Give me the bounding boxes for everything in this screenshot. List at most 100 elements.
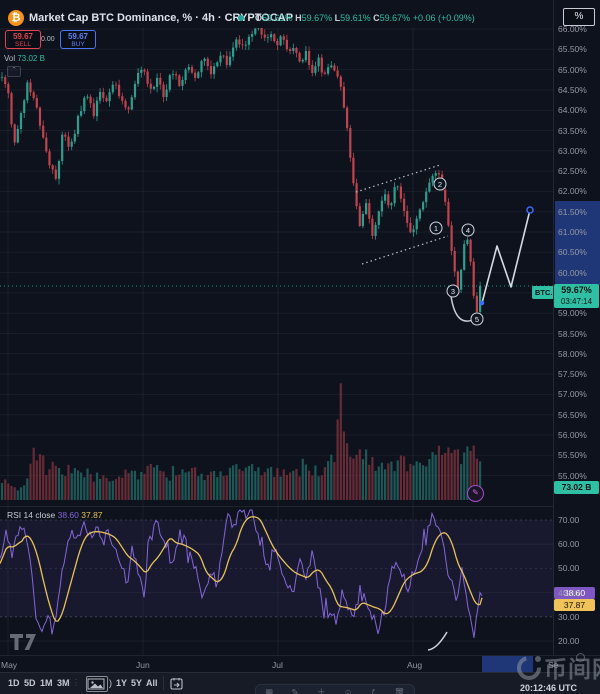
volume-legend[interactable]: Vol 73.02 B [4,54,45,63]
collapse-chevron-icon[interactable]: ⌃ [7,66,21,77]
price-axis-label: 65.00% [558,65,587,75]
spread-value: 0.00 [41,36,55,43]
sell-price: 59.67 [12,32,34,41]
time-axis-label: Jun [136,660,150,670]
axis-selection-highlight [555,201,600,285]
watermark-text: 币间网 [544,656,600,682]
rsi-axis-label: 30.00 [558,612,580,622]
price-axis-label: 63.50% [558,126,587,136]
price-axis[interactable] [553,0,600,655]
price-axis-label: 66.00% [558,24,587,34]
grid-icon[interactable]: ▦ [265,686,274,694]
buy-price: 59.67 [67,32,89,41]
close-value: 59.67% [379,13,411,23]
rsi-axis-label: 40.00 [558,588,580,598]
price-axis-label: 63.00% [558,146,587,156]
function-icon[interactable]: ƒ [370,687,376,694]
price-axis-label: 60.50% [558,247,587,257]
utc-clock[interactable]: 20:12:46 UTC [520,683,578,693]
watermark-logo-icon [517,656,541,680]
time-axis-label: Aug [407,660,423,670]
toolbar-divider [163,676,164,690]
btc-logo: ₿ [8,10,24,26]
price-axis-label: 58.00% [558,349,587,359]
trash-icon[interactable]: 🗑 [393,686,405,694]
price-axis-label: 65.50% [558,44,587,54]
market-status-dot[interactable] [238,15,244,21]
open-value: 59.61% [262,13,293,23]
svg-text:1: 1 [434,224,438,233]
price-axis-label: 57.50% [558,369,587,379]
bottom-toolbar: 1D 5D 1M 3M ⋮⋮ ) 1Y 5Y All [0,672,600,694]
rsi-axis-label: 20.00 [558,636,580,646]
axis-unit-button[interactable]: % [563,8,595,26]
rsi-axis-label: 70.00 [558,515,580,525]
range-5y-button[interactable]: 5Y [131,678,143,688]
range-3m-button[interactable]: 3M [57,678,70,688]
price-axis-label: 58.50% [558,329,587,339]
price-axis-label: 62.50% [558,166,587,176]
brush-tool-icon[interactable]: ✎ [467,485,484,502]
price-axis-label: 59.00% [558,308,587,318]
time-axis[interactable]: May Jun Jul Aug Se [0,655,600,673]
price-axis-label: 62.00% [558,186,587,196]
rsi-axis-label: 50.00 [558,563,580,573]
rsi-pane[interactable] [0,506,553,655]
price-axis-label: 60.00% [558,268,587,278]
emoji-icon[interactable]: ☺ [343,687,353,694]
change-value: +0.06 (+0.09%) [412,13,475,23]
buy-button[interactable]: 59.67 BUY [60,30,96,49]
svg-text:4: 4 [466,226,470,235]
pencil-icon[interactable]: ✎ [291,686,299,694]
rsi-title: RSI [7,510,22,520]
vol-label: Vol [4,54,16,63]
bar-countdown: 03:47:14 [560,297,593,306]
svg-text:2: 2 [438,180,442,189]
price-axis-label: 57.00% [558,389,587,399]
rsi-value: 38.60 [57,510,79,520]
drag-handle-icon[interactable]: ⋮⋮ [66,678,80,687]
sell-label: SELL [15,41,31,48]
plus-icon[interactable]: ＋ [317,687,326,694]
time-axis-label: Se [548,660,559,670]
rsi-ma-value: 37.87 [81,510,103,520]
svg-text:3: 3 [451,287,455,296]
symbol-title[interactable]: Market Cap BTC Dominance, % · 4h · CRYPT… [29,12,294,24]
sell-button[interactable]: 59.67 SELL [5,30,41,49]
low-value: 59.61% [340,13,371,23]
price-axis-label: 61.00% [558,227,587,237]
range-partial-text: ) [109,678,112,688]
rsi-ma-value-badge: 37.87 [554,599,595,611]
volume-badge: 73.02 B [554,481,599,494]
time-axis-label: May [1,660,18,670]
chart-header: ₿ Market Cap BTC Dominance, % · 4h · CRY… [0,0,600,28]
low-label: L [334,13,341,23]
range-all-button[interactable]: All [146,678,158,688]
range-1y-button[interactable]: 1Y [116,678,128,688]
price-axis-label: 55.50% [558,450,587,460]
price-axis-label: 61.50% [558,207,587,217]
price-axis-label: 64.00% [558,105,587,115]
price-axis-label: 56.50% [558,410,587,420]
range-1d-button[interactable]: 1D [8,678,20,688]
current-price: 59.67% [561,285,592,295]
drawing-toolbar-popup[interactable]: ▦ ✎ ＋ ☺ ƒ 🗑 [255,684,415,694]
price-axis-label: 64.50% [558,85,587,95]
close-label: C [373,13,380,23]
range-5d-button[interactable]: 5D [24,678,36,688]
image-icon[interactable] [86,676,108,692]
calendar-icon[interactable] [170,677,183,694]
rsi-source: close [35,510,56,520]
watermark-badge-icon [576,653,585,662]
rsi-length: 14 [23,510,34,520]
rsi-axis-label: 60.00 [558,539,580,549]
range-1m-button[interactable]: 1M [40,678,53,688]
price-pane[interactable]: 1 2 3 4 5 [0,28,553,506]
rsi-legend[interactable]: RSI 14 close 38.60 37.87 [7,510,103,520]
time-axis-label: Jul [272,660,283,670]
high-value: 59.67% [301,13,333,23]
pane-separator[interactable] [0,506,553,507]
high-label: H [295,13,302,23]
current-price-badge: 59.67% 03:47:14 [554,284,599,308]
